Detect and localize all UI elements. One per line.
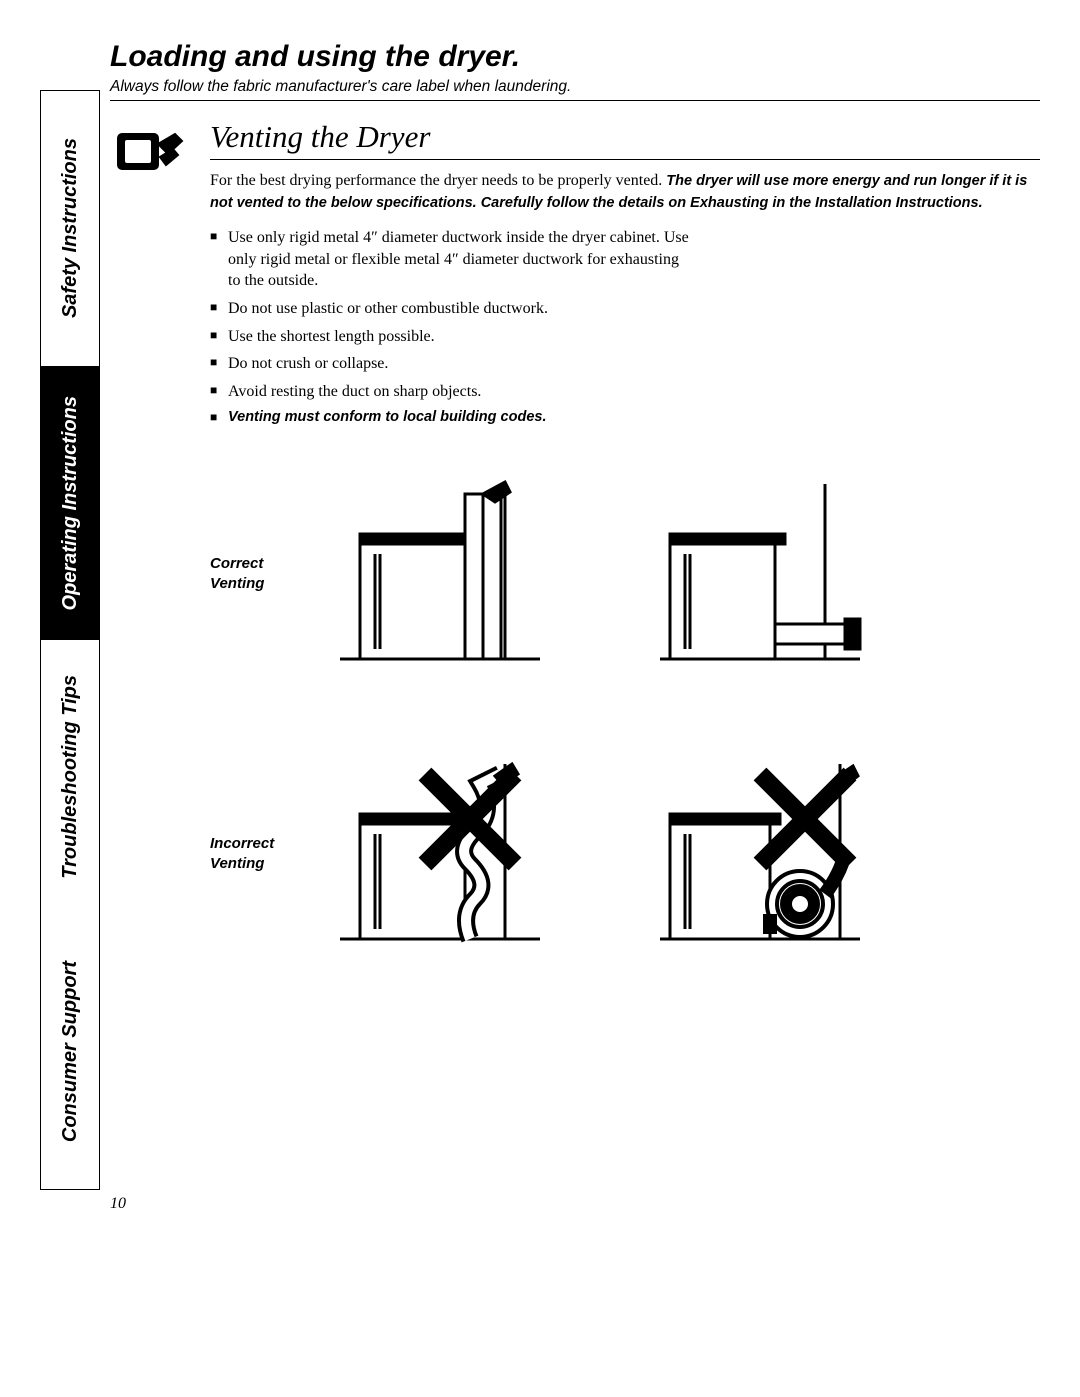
correct-venting-diagram-1 [330,474,550,674]
bullet-item: Avoid resting the duct on sharp objects. [210,381,690,403]
correct-diagram-pair [330,474,870,674]
page-title: Loading and using the dryer. [110,40,1040,74]
intro-plain-text: For the best drying performance the drye… [210,172,666,189]
main-content: Loading and using the dryer. Always foll… [110,40,1040,954]
page-subtitle: Always follow the fabric manufacturer's … [110,78,1040,101]
correct-venting-label: Correct Venting [210,554,300,593]
bullet-item: Do not use plastic or other combustible … [210,298,690,320]
section-header: Venting the Dryer For the best drying pe… [110,119,1040,434]
section-title: Venting the Dryer [210,119,1040,160]
correct-venting-row: Correct Venting [110,474,1040,674]
bullet-list: Use only rigid metal 4″ diameter ductwor… [210,227,1040,428]
incorrect-diagram-pair [330,754,870,954]
bullet-item: Do not crush or collapse. [210,353,690,375]
incorrect-venting-diagram-1 [330,754,550,954]
sidebar-tabs: Safety Instructions Operating Instructio… [40,90,100,1190]
sidebar-tab-label: Troubleshooting Tips [59,675,82,879]
bullet-item-bold: Venting must conform to local building c… [210,408,690,428]
sidebar-tab-label: Consumer Support [59,961,82,1142]
correct-venting-diagram-2 [650,474,870,674]
incorrect-venting-diagram-2 [650,754,870,954]
sidebar-tab-troubleshooting[interactable]: Troubleshooting Tips [41,640,99,915]
sidebar-tab-label: Safety Instructions [59,138,82,318]
section-intro: For the best drying performance the drye… [210,170,1040,213]
dryer-vent-icon [110,119,190,179]
section-body: Venting the Dryer For the best drying pe… [210,119,1040,434]
incorrect-venting-label: Incorrect Venting [210,834,300,873]
sidebar-tab-support[interactable]: Consumer Support [41,915,99,1190]
sidebar-tab-operating[interactable]: Operating Instructions [41,366,99,641]
page-number: 10 [110,1195,126,1213]
incorrect-venting-row: Incorrect Venting [110,754,1040,954]
sidebar-tab-label: Operating Instructions [59,396,82,610]
bullet-item: Use only rigid metal 4″ diameter ductwor… [210,227,690,292]
sidebar-tab-safety[interactable]: Safety Instructions [41,91,99,366]
bullet-item: Use the shortest length possible. [210,326,690,348]
